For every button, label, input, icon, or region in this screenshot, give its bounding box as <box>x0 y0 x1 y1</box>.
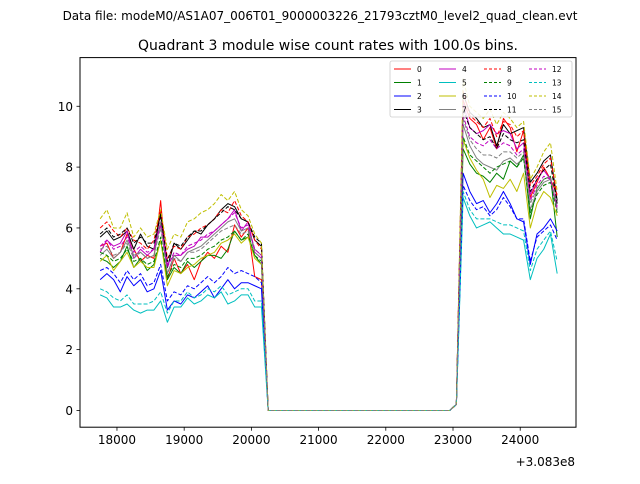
y-axis: 0 2 4 6 8 10 <box>58 100 80 418</box>
legend-label-7: 7 <box>462 106 467 115</box>
series-line-0 <box>99 99 558 411</box>
x-offset-label: +3.083e8 <box>516 455 575 469</box>
legend-label-9: 9 <box>507 79 512 88</box>
series-line-8 <box>99 90 558 411</box>
legend-label-2: 2 <box>417 92 422 101</box>
series-line-7 <box>99 124 558 411</box>
legend-label-3: 3 <box>417 106 422 115</box>
plot-frame <box>79 57 577 428</box>
legend-label-15: 15 <box>552 106 562 115</box>
y-tick-label: 0 <box>65 404 73 418</box>
legend-label-11: 11 <box>507 106 517 115</box>
y-tick-label: 2 <box>65 343 73 357</box>
series-line-5 <box>99 197 558 411</box>
x-tick-label: 24000 <box>501 433 539 447</box>
chart-title: Quadrant 3 module wise count rates with … <box>138 38 518 54</box>
series-line-15 <box>99 117 558 411</box>
plot-lines <box>99 78 558 411</box>
x-tick-label: 20000 <box>232 433 270 447</box>
x-tick-label: 21000 <box>299 433 337 447</box>
x-tick-label: 23000 <box>434 433 472 447</box>
series-line-1 <box>99 148 558 411</box>
series-line-2 <box>99 172 558 411</box>
y-tick-label: 4 <box>65 282 73 296</box>
x-tick-label: 19000 <box>165 433 203 447</box>
legend-label-14: 14 <box>552 92 562 101</box>
y-tick-label: 8 <box>65 161 73 175</box>
series-line-13 <box>99 190 558 411</box>
series-line-14 <box>99 78 558 411</box>
y-tick-label: 10 <box>58 100 73 114</box>
legend-label-10: 10 <box>507 92 517 101</box>
legend-label-8: 8 <box>507 65 512 74</box>
legend-label-4: 4 <box>462 65 467 74</box>
legend-label-12: 12 <box>552 65 562 74</box>
series-line-3 <box>99 93 558 411</box>
legend-label-1: 1 <box>417 79 422 88</box>
legend-label-5: 5 <box>462 79 467 88</box>
x-axis: 18000 19000 20000 21000 22000 23000 24000 <box>98 427 539 447</box>
x-tick-label: 22000 <box>367 433 405 447</box>
y-tick-label: 6 <box>65 221 73 235</box>
legend-label-6: 6 <box>462 92 467 101</box>
data-file-label: Data file: modeM0/AS1A07_006T01_90000032… <box>63 9 578 23</box>
legend-label-13: 13 <box>552 79 562 88</box>
legend-label-0: 0 <box>417 65 422 74</box>
legend-box <box>389 60 573 118</box>
x-tick-label: 18000 <box>98 433 136 447</box>
series-line-9 <box>99 136 558 411</box>
